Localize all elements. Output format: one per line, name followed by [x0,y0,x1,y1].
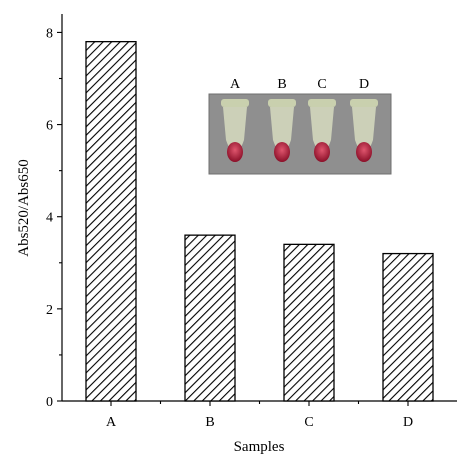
bar-c [283,243,335,402]
x-axis-ticks: A B C D [106,401,413,430]
tube-d [350,99,378,162]
y-tick-label: 8 [46,26,53,41]
x-tick-label: C [304,415,313,430]
x-tick-label: B [205,415,214,430]
inset-photo [208,93,392,175]
y-axis-title: Abs520/Abs650 [16,159,32,257]
bar-a [85,40,137,402]
bar-d [382,252,434,402]
y-axis-ticks: 0 2 4 6 8 [46,26,62,410]
y-tick-label: 4 [46,211,53,226]
tube-a [221,99,249,162]
bar-b [184,234,236,402]
inset-letter-d: D [359,77,369,92]
inset-letter-a: A [230,77,241,92]
inset-tube-labels: A B C D [230,77,369,92]
x-axis-title: Samples [234,439,285,455]
inset-letter-b: B [277,77,286,92]
y-tick-label: 0 [46,395,53,410]
tube-b [268,99,296,162]
inset-letter-c: C [317,77,326,92]
bars-group [85,40,434,402]
tube-c [308,99,336,162]
x-tick-label: D [403,415,413,430]
x-tick-label: A [106,415,117,430]
y-tick-label: 2 [46,303,53,318]
y-tick-label: 6 [46,119,53,134]
